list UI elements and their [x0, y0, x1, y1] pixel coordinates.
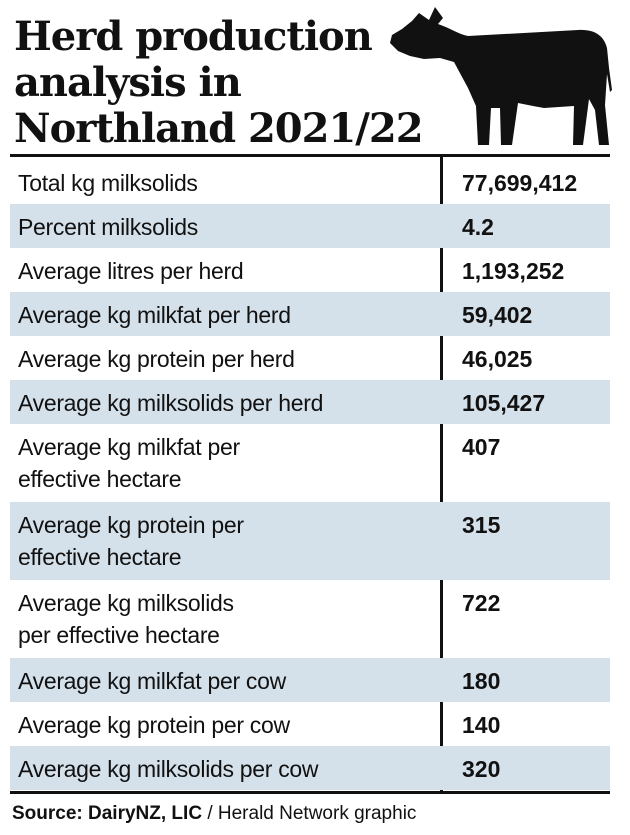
row-label-line-2: effective hectare — [18, 466, 182, 492]
row-value: 315 — [462, 512, 501, 538]
row-label: Average litres per herd — [18, 258, 244, 284]
row-label: Average kg milkfat per cow — [18, 668, 286, 694]
row-label-line-2: per effective hectare — [18, 622, 220, 648]
row-value: 77,699,412 — [462, 170, 578, 196]
table-row: Average kg protein per herd 46,025 — [10, 336, 610, 380]
row-label: Average kg protein per cow — [18, 712, 290, 738]
source-credit-rest: / Herald Network graphic — [202, 803, 417, 824]
row-label-line-1: Average kg milksolids — [18, 590, 234, 616]
title-line-1: Herd production — [14, 13, 373, 60]
title-line-3: Northland 2021/22 — [14, 105, 424, 152]
table-top-rule — [10, 154, 610, 157]
table-row: Average kg milkfat per effective hectare… — [10, 424, 610, 502]
row-value: 59,402 — [462, 302, 533, 328]
row-value: 46,025 — [462, 346, 533, 372]
row-label: Total kg milksolids — [18, 170, 198, 196]
source-label: Source: DairyNZ, LIC — [12, 803, 203, 824]
table-bottom-rule — [10, 791, 610, 794]
row-label: Average kg protein per herd — [18, 346, 295, 372]
table-row: Average kg milksolids per effective hect… — [10, 580, 610, 658]
row-label: Average kg milkfat per herd — [18, 302, 291, 328]
row-label: Average kg milksolids per herd — [18, 390, 324, 416]
row-label: Average kg milksolids per effective hect… — [10, 580, 442, 651]
table-row: Average kg milkfat per cow 180 — [10, 658, 610, 702]
table-row: Average kg protein per effective hectare… — [10, 502, 610, 580]
row-label-line-1: Average kg protein per — [18, 512, 244, 538]
row-label: Average kg protein per effective hectare — [10, 502, 442, 573]
table-row: Total kg milksolids 77,699,412 — [10, 160, 610, 204]
row-value: 1,193,252 — [462, 258, 565, 284]
row-value: 722 — [462, 590, 501, 616]
row-label: Percent milksolids — [18, 214, 198, 240]
row-value: 180 — [462, 668, 501, 694]
row-label-line-2: effective hectare — [18, 544, 182, 570]
table-row: Average kg protein per cow 140 — [10, 702, 610, 746]
row-label-line-1: Average kg milkfat per — [18, 434, 240, 460]
title-line-2: analysis in — [14, 59, 242, 106]
table-row: Average kg milksolids per cow 320 — [10, 746, 610, 790]
table-row: Average kg milkfat per herd 59,402 — [10, 292, 610, 336]
row-label: Average kg milksolids per cow — [18, 756, 319, 782]
table-row: Average kg milksolids per herd 105,427 — [10, 380, 610, 424]
row-value: 320 — [462, 756, 501, 782]
row-value: 140 — [462, 712, 501, 738]
stats-table: Total kg milksolids 77,699,412 Percent m… — [10, 160, 610, 790]
row-value: 407 — [462, 434, 501, 460]
column-divider — [440, 157, 443, 791]
row-value: 4.2 — [462, 214, 494, 240]
row-value: 105,427 — [462, 390, 546, 416]
cow-silhouette-icon — [390, 7, 612, 145]
table-row: Average litres per herd 1,193,252 — [10, 248, 610, 292]
page-title: Herd production analysis in Northland 20… — [14, 13, 424, 152]
source-credit: Source: DairyNZ, LIC / Herald Network gr… — [12, 802, 416, 826]
table-row: Percent milksolids 4.2 — [10, 204, 610, 248]
row-label: Average kg milkfat per effective hectare — [10, 424, 442, 495]
